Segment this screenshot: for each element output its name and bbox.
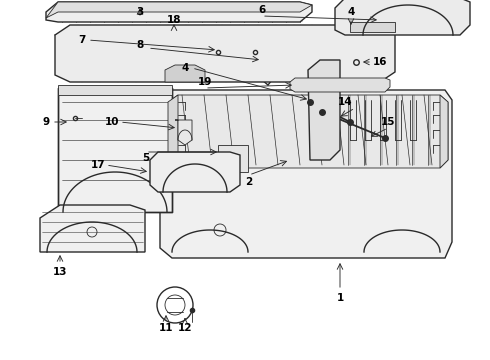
Polygon shape bbox=[150, 152, 240, 192]
Text: 15: 15 bbox=[381, 117, 395, 127]
Polygon shape bbox=[308, 60, 340, 160]
Text: 5: 5 bbox=[143, 153, 149, 163]
Text: 19: 19 bbox=[198, 77, 212, 87]
Text: 11: 11 bbox=[159, 323, 173, 333]
Text: 2: 2 bbox=[245, 177, 253, 187]
Text: 4: 4 bbox=[347, 7, 355, 17]
Text: 14: 14 bbox=[338, 97, 352, 107]
Text: 10: 10 bbox=[105, 117, 119, 127]
Polygon shape bbox=[290, 78, 390, 92]
Text: 1: 1 bbox=[336, 293, 343, 303]
Polygon shape bbox=[175, 120, 192, 145]
Text: 9: 9 bbox=[43, 117, 49, 127]
Polygon shape bbox=[160, 90, 452, 258]
Polygon shape bbox=[40, 205, 145, 252]
Text: 16: 16 bbox=[373, 57, 387, 67]
Text: 7: 7 bbox=[78, 35, 86, 45]
Polygon shape bbox=[58, 88, 172, 212]
Polygon shape bbox=[440, 95, 448, 168]
Polygon shape bbox=[335, 0, 470, 35]
Text: 13: 13 bbox=[53, 267, 67, 277]
Text: 12: 12 bbox=[178, 323, 192, 333]
Polygon shape bbox=[58, 85, 172, 95]
Polygon shape bbox=[46, 2, 312, 22]
Text: 18: 18 bbox=[167, 15, 181, 25]
Text: 6: 6 bbox=[258, 5, 266, 15]
Text: 3: 3 bbox=[136, 7, 144, 17]
Polygon shape bbox=[218, 145, 248, 172]
Text: 8: 8 bbox=[136, 40, 144, 50]
Polygon shape bbox=[168, 95, 448, 168]
Text: 4: 4 bbox=[181, 63, 189, 73]
Polygon shape bbox=[350, 22, 395, 32]
Polygon shape bbox=[165, 65, 205, 82]
Polygon shape bbox=[46, 2, 312, 18]
Text: 17: 17 bbox=[91, 160, 105, 170]
Polygon shape bbox=[168, 95, 178, 168]
Polygon shape bbox=[55, 25, 395, 82]
